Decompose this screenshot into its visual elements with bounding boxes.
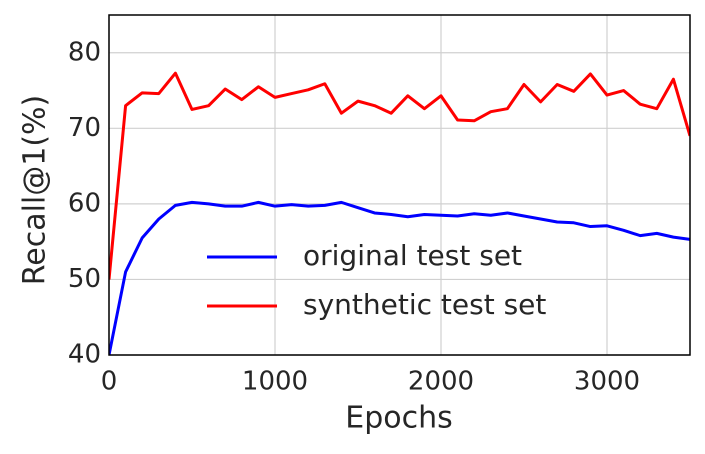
legend-label: original test set bbox=[303, 239, 522, 272]
y-tick-label: 60 bbox=[68, 188, 101, 218]
y-axis-label: Recall@1(%) bbox=[18, 95, 53, 286]
plot-frame bbox=[108, 14, 691, 356]
y-tick-label: 80 bbox=[68, 37, 101, 67]
data-line bbox=[109, 200, 690, 355]
x-tick-label: 1000 bbox=[242, 367, 308, 397]
y-tick-label: 40 bbox=[68, 340, 101, 370]
y-tick-label: 50 bbox=[68, 264, 101, 294]
data-line bbox=[109, 71, 690, 280]
x-axis-label: Epochs bbox=[345, 401, 453, 436]
x-tick-label: 0 bbox=[101, 367, 118, 397]
x-tick-label: 3000 bbox=[574, 367, 640, 397]
y-tick-label: 70 bbox=[68, 113, 101, 143]
x-tick-label: 2000 bbox=[408, 367, 474, 397]
legend-label: synthetic test set bbox=[303, 288, 546, 321]
